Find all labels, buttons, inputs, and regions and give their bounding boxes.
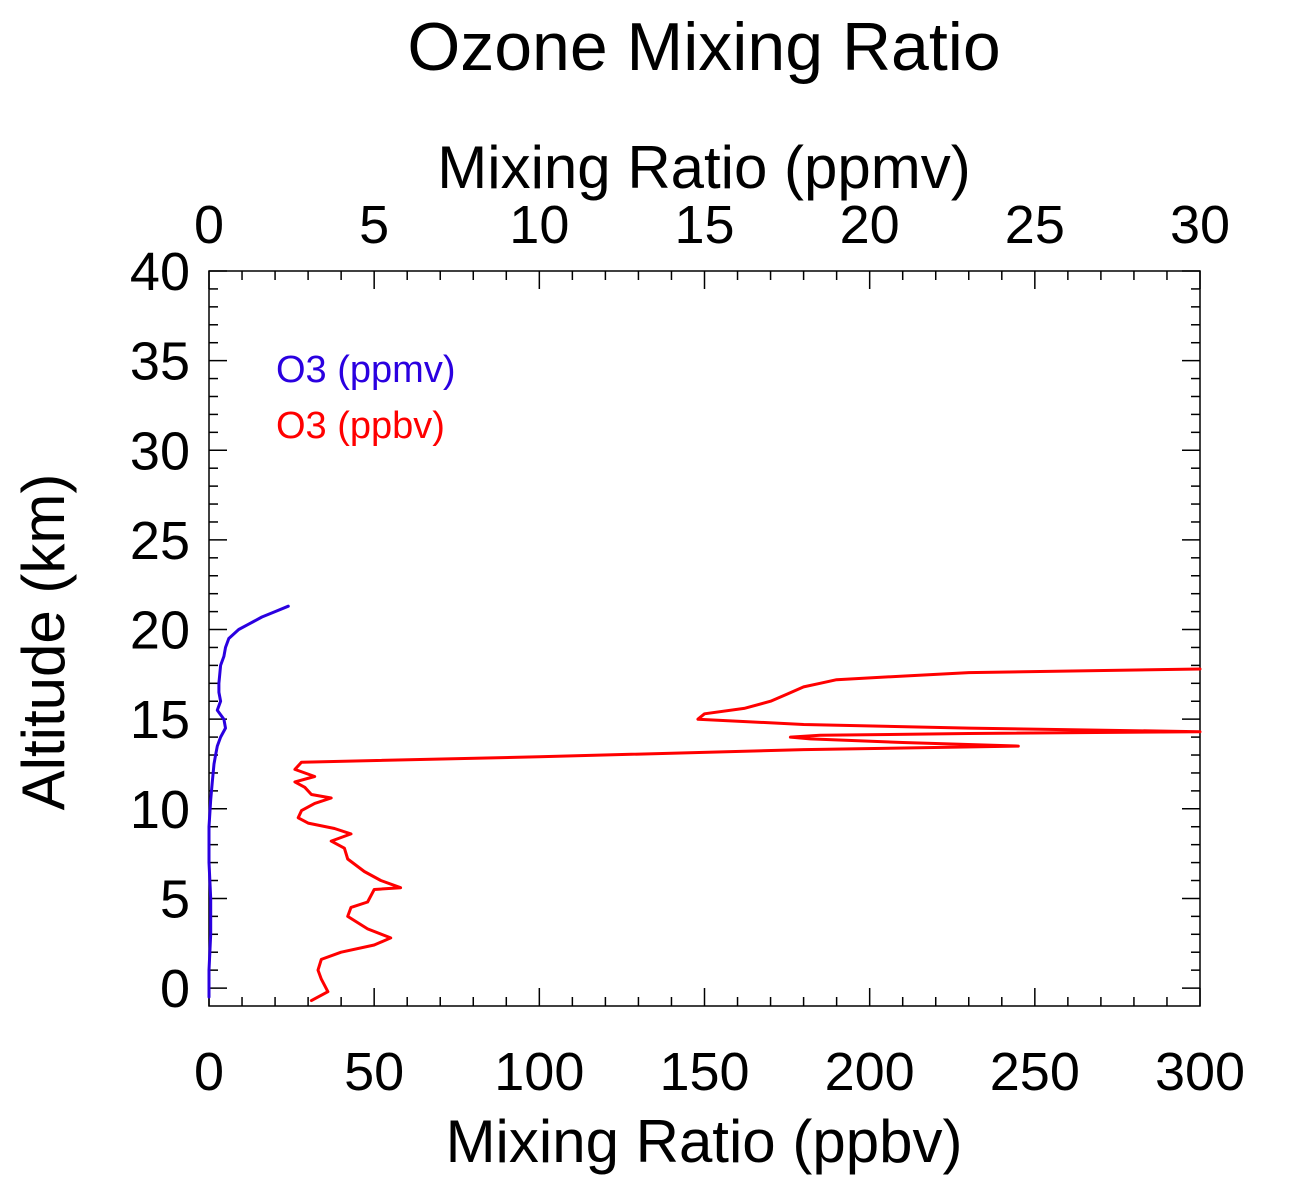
y-tick-label: 30 xyxy=(130,421,190,481)
y-tick-label: 40 xyxy=(130,242,190,302)
x-bottom-tick-label: 50 xyxy=(344,1042,404,1102)
series-lines xyxy=(207,604,1202,1003)
x-top-tick-label: 20 xyxy=(840,195,900,255)
legend: O3 (ppmv) O3 (ppbv) xyxy=(276,349,455,447)
bottom-x-axis-label: Mixing Ratio (ppbv) xyxy=(446,1108,963,1175)
top-x-axis-label: Mixing Ratio (ppmv) xyxy=(437,134,970,201)
x-top-tick-label: 0 xyxy=(194,195,224,255)
y-tick-label: 0 xyxy=(160,959,190,1019)
y-tick-label: 25 xyxy=(130,511,190,571)
x-bottom-tick-label: 200 xyxy=(825,1042,915,1102)
legend-entry-ppbv: O3 (ppbv) xyxy=(276,405,445,447)
x-top-tick-label: 10 xyxy=(509,195,569,255)
x-bottom-tick-label: 150 xyxy=(659,1042,749,1102)
series-line-ppbv xyxy=(293,667,1202,1003)
x-bottom-tick-label: 0 xyxy=(194,1042,224,1102)
x-top-tick-label: 5 xyxy=(359,195,389,255)
y-tick-label: 15 xyxy=(130,690,190,750)
y-axis-label: Altitude (km) xyxy=(10,474,77,811)
x-top-tick-label: 25 xyxy=(1005,195,1065,255)
x-bottom-tick-label: 300 xyxy=(1155,1042,1245,1102)
x-top-tick-label: 30 xyxy=(1170,195,1230,255)
axis-ticks xyxy=(208,270,1201,1006)
y-tick-label: 20 xyxy=(130,601,190,661)
x-top-tick-label: 15 xyxy=(674,195,734,255)
series-line-ppmv xyxy=(207,604,290,999)
chart-title: Ozone Mixing Ratio xyxy=(407,9,1000,85)
x-bottom-tick-label: 100 xyxy=(494,1042,584,1102)
legend-entry-ppmv: O3 (ppmv) xyxy=(276,349,455,391)
y-tick-label: 35 xyxy=(130,332,190,392)
y-tick-label: 5 xyxy=(160,869,190,929)
x-bottom-tick-label: 250 xyxy=(990,1042,1080,1102)
y-tick-label: 10 xyxy=(130,780,190,840)
